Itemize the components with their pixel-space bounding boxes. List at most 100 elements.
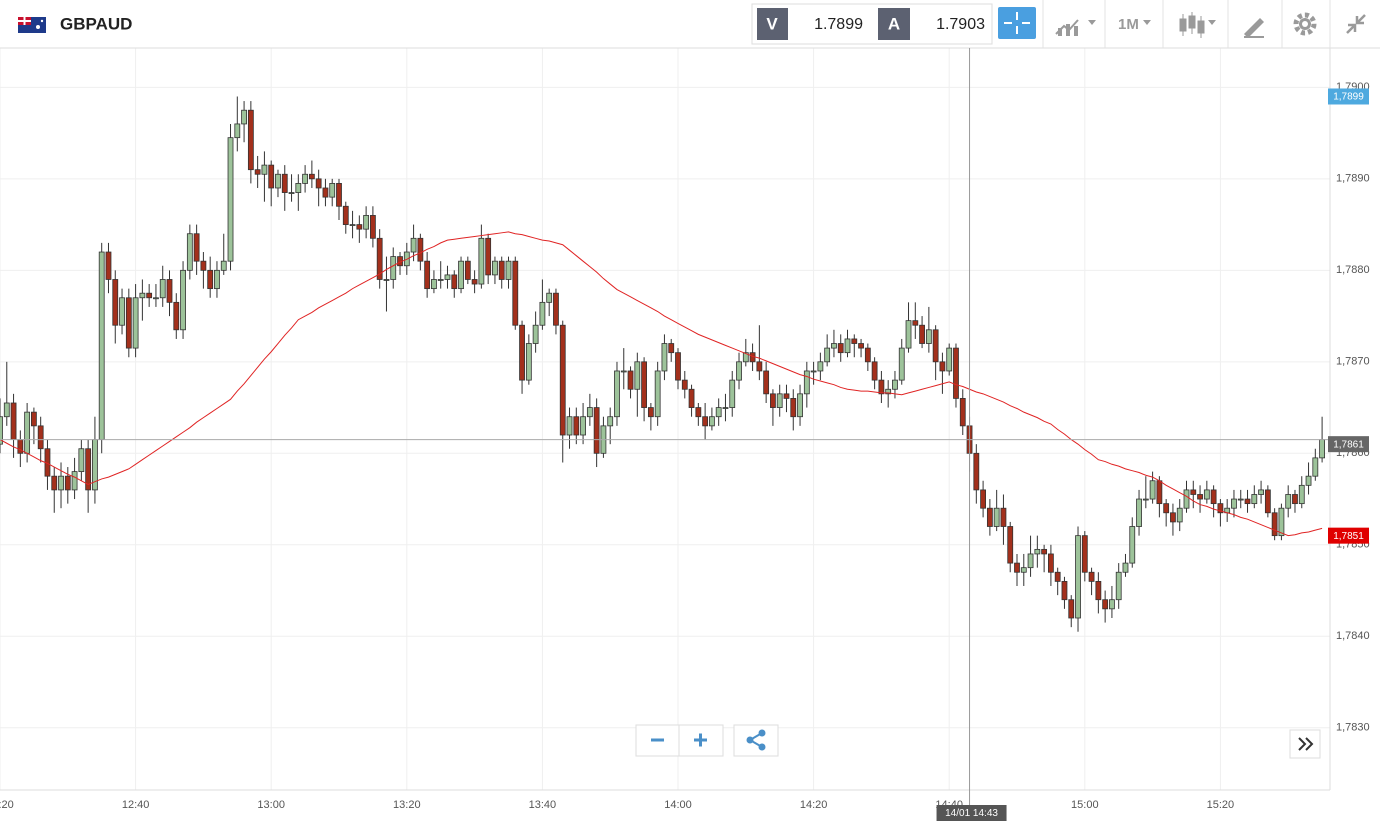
candle-body [1122,562,1129,573]
candle-body [681,379,688,390]
candle-body [593,407,600,454]
quote-box [751,3,993,45]
y-tick-label: 1,7880 [1336,264,1370,276]
candle-body [166,279,173,303]
candle-body [831,343,837,349]
candle-body [939,361,946,372]
candle-body [78,448,85,473]
candle-body [898,347,905,381]
candle-body [1231,498,1237,509]
candle-body [186,233,193,271]
candle-body [519,324,525,381]
candle-body [892,379,898,390]
candle-body [1285,494,1292,509]
candle-body [478,237,485,285]
candle-body [220,260,227,271]
draw-button[interactable] [1244,18,1264,38]
candle-body [30,411,37,427]
candle-body [112,279,119,326]
candle-body [871,361,878,381]
candle-body [973,452,980,491]
candle-body [858,343,864,349]
crosshair-button[interactable] [998,7,1036,39]
candle-body [844,338,851,354]
candle-body [946,347,953,372]
candle-body [695,407,702,418]
candle-body [573,416,580,436]
indicators-button[interactable] [1055,19,1096,36]
symbol: GBPAUD [60,14,132,33]
timeframe[interactable]: 1M [1118,16,1139,33]
candle-body [661,343,668,372]
x-tick-label: 12:40 [122,799,150,811]
candle-body [512,260,519,326]
candle-body [322,187,329,198]
y-tick-label: 1,7840 [1336,630,1370,642]
candle-body [498,260,505,280]
candle-body [614,370,620,418]
candle-body [1095,580,1102,601]
candle-body [342,205,349,225]
zoom-in-button[interactable] [678,724,724,757]
collapse-button[interactable] [1346,14,1366,34]
candle-body [390,256,397,280]
candle-body [1129,526,1136,564]
candle-body [1115,571,1122,601]
candle-body [878,379,885,395]
x-tick-label: 14:00 [664,799,692,811]
candle-body [1312,457,1319,477]
candle-body [1088,571,1095,582]
candle-body [1190,489,1197,495]
price-marker [1328,527,1369,544]
candle-body [1156,480,1163,505]
candle-body [1197,494,1203,500]
bid-badge[interactable] [757,8,788,40]
candle-body [1298,484,1305,505]
candle-body [214,269,220,290]
candle-body [885,388,892,395]
candle-body [234,123,241,139]
candle-body [227,137,234,262]
candle-body [51,475,58,491]
candle-body [153,297,159,300]
ask-badge[interactable] [878,8,910,40]
candle-body [1020,567,1027,573]
candle-body [1149,480,1156,500]
candle-body [383,279,390,281]
candle-body [241,109,247,125]
candle-body [742,352,749,363]
ask-label: A [888,14,900,33]
candle-body [837,343,844,354]
candle-body [437,279,444,281]
candle-body [431,279,437,290]
candle-body [295,183,302,193]
candle-body [647,407,654,418]
bid-price: 1.7899 [814,16,863,33]
candle-body [1142,498,1149,501]
candle-body [641,361,647,408]
candle-body [119,297,125,326]
candle-body [1041,548,1048,555]
candle-body [458,260,464,290]
chart-type-button[interactable] [1179,12,1216,38]
candle-body [1109,599,1115,610]
flag [18,17,46,33]
candle-body [464,260,471,280]
candle-body [471,279,478,285]
candle-body [919,324,925,344]
candle-body [1061,580,1068,601]
candle-body [905,320,912,349]
candle-body [98,251,105,440]
settings-button[interactable] [1293,12,1317,36]
crosshair-label-box [936,805,1007,821]
scroll-right-button[interactable] [1289,729,1321,759]
candle-body [71,471,78,491]
candle-body [580,416,586,436]
candle-body [451,274,458,290]
header [0,0,1380,48]
zoom-out-button[interactable] [635,724,680,757]
candle-body [797,393,803,418]
y-tick-label: 1,7870 [1336,356,1370,368]
share-button[interactable] [733,724,779,757]
candle-body [715,407,722,418]
